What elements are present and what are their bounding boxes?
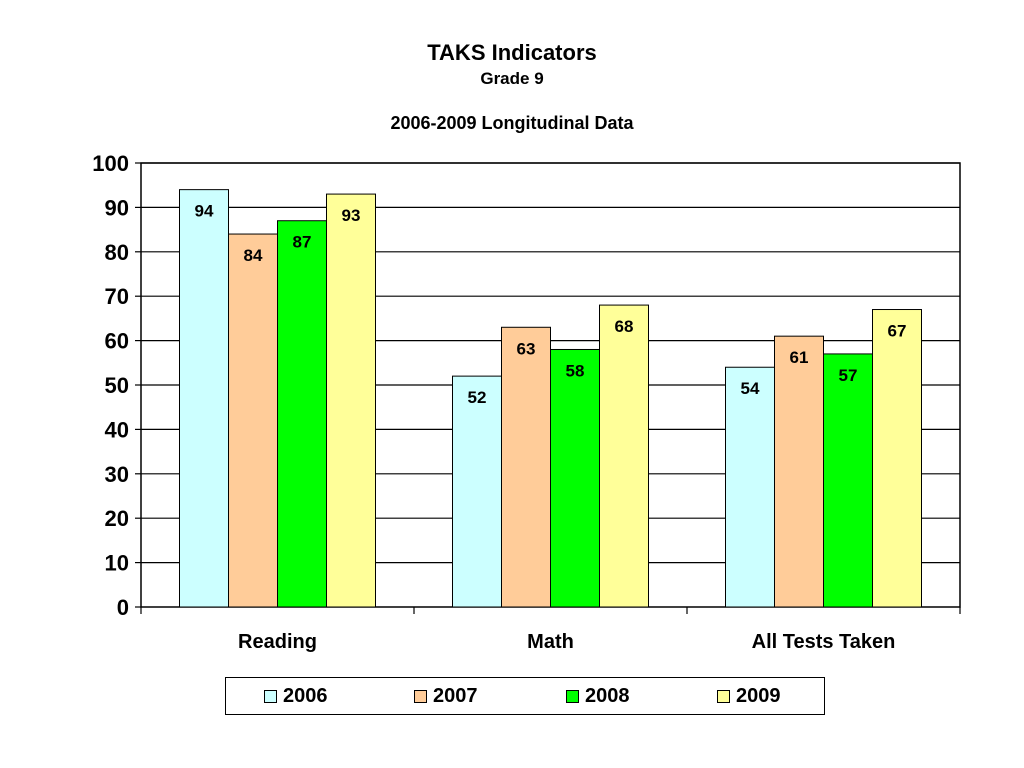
x-category-label: Reading bbox=[238, 631, 317, 653]
y-tick-label: 50 bbox=[105, 373, 129, 398]
bar bbox=[277, 220, 327, 608]
bar bbox=[550, 348, 600, 608]
legend-item: 2008 bbox=[566, 678, 630, 714]
bar bbox=[872, 309, 922, 608]
bar bbox=[725, 366, 775, 608]
data-label: 61 bbox=[790, 348, 809, 367]
legend-swatch bbox=[717, 689, 730, 703]
chart-title: TAKS Indicators bbox=[427, 40, 597, 65]
bar bbox=[326, 193, 376, 608]
bar bbox=[452, 375, 502, 608]
y-tick-label: 0 bbox=[117, 595, 129, 620]
legend-item: 2006 bbox=[264, 678, 328, 714]
data-label: 52 bbox=[468, 388, 487, 407]
x-category-label: Math bbox=[527, 631, 574, 653]
data-label: 93 bbox=[342, 206, 361, 225]
y-tick-label: 60 bbox=[105, 329, 129, 354]
data-label: 68 bbox=[615, 317, 634, 336]
chart-legend: 2006 2007 2008 2009 bbox=[225, 677, 825, 715]
y-tick-label: 10 bbox=[105, 551, 129, 576]
y-tick-label: 100 bbox=[92, 151, 129, 176]
y-tick-label: 40 bbox=[105, 417, 129, 442]
bar bbox=[823, 353, 873, 608]
legend-label: 2009 bbox=[736, 685, 781, 707]
legend-swatch bbox=[414, 689, 427, 703]
data-label: 94 bbox=[195, 202, 214, 221]
bar bbox=[599, 304, 649, 608]
chart-subtitle: Grade 9 bbox=[480, 69, 544, 88]
y-tick-label: 80 bbox=[105, 240, 129, 265]
legend-label: 2007 bbox=[433, 685, 478, 707]
legend-swatch bbox=[566, 689, 579, 703]
data-label: 58 bbox=[566, 361, 585, 380]
y-tick-label: 90 bbox=[105, 195, 129, 220]
legend-label: 2008 bbox=[585, 685, 630, 707]
bar bbox=[179, 189, 229, 608]
chart-subtitle-secondary: 2006-2009 Longitudinal Data bbox=[390, 113, 634, 133]
data-label: 84 bbox=[244, 246, 263, 265]
y-tick-label: 70 bbox=[105, 284, 129, 309]
legend-label: 2006 bbox=[283, 685, 328, 707]
x-category-label: All Tests Taken bbox=[752, 631, 896, 653]
bar bbox=[774, 335, 824, 608]
y-tick-label: 20 bbox=[105, 506, 129, 531]
bar bbox=[228, 233, 278, 608]
legend-item: 2009 bbox=[717, 678, 781, 714]
legend-swatch bbox=[264, 689, 277, 703]
legend-item: 2007 bbox=[414, 678, 478, 714]
data-label: 87 bbox=[293, 233, 312, 252]
chart-title-block: TAKS Indicators Grade 9 bbox=[0, 38, 1024, 90]
data-label: 54 bbox=[741, 379, 760, 398]
data-label: 57 bbox=[839, 366, 858, 385]
y-tick-label: 30 bbox=[105, 462, 129, 487]
data-label: 67 bbox=[888, 322, 907, 341]
data-label: 63 bbox=[517, 339, 536, 358]
bar bbox=[501, 326, 551, 608]
